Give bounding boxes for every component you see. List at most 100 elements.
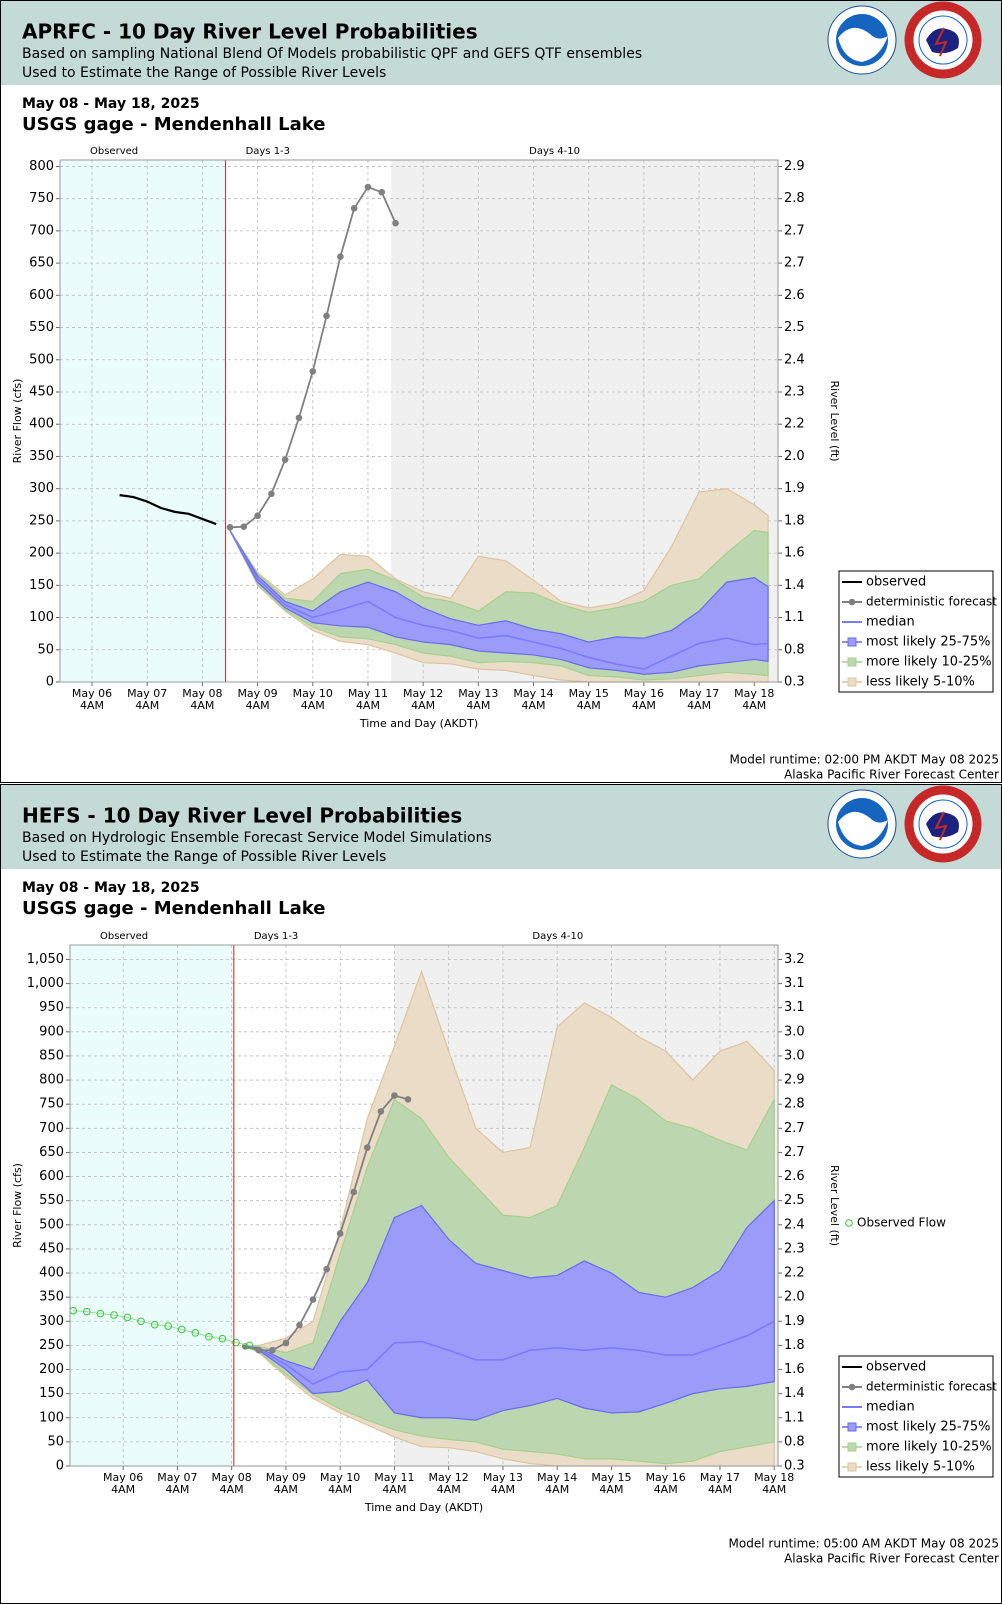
legend-swatch — [848, 598, 856, 606]
observed-flow-point — [96, 1309, 105, 1318]
y2-tick-label: 1.4 — [784, 578, 805, 593]
y2-tick-label: 3.0 — [784, 1024, 805, 1039]
x-tick-label: May 10 — [320, 1471, 360, 1484]
x-tick-label: May 13 — [483, 1471, 523, 1484]
x-axis-label: Time and Day (AKDT) — [364, 1501, 483, 1514]
forecast-point — [392, 219, 399, 227]
x-tick-label: May 12 — [429, 1471, 469, 1484]
legend-label: observed — [866, 575, 926, 590]
y-tick-label: 0 — [46, 675, 54, 690]
y2-tick-label: 3.0 — [784, 1048, 805, 1063]
x-tick-sublabel: 4AM — [301, 699, 325, 712]
median-line — [245, 1320, 775, 1385]
x-tick-label: May 11 — [374, 1471, 414, 1484]
y-tick-label: 250 — [39, 1338, 64, 1353]
observed-line — [119, 494, 217, 526]
y2-tick-label: 2.9 — [784, 159, 805, 174]
forecast-point — [377, 1108, 385, 1115]
y-tick-label: 700 — [39, 1121, 64, 1136]
forecast-point — [295, 414, 303, 422]
x-tick-sublabel: 4AM — [411, 699, 435, 712]
legend-label: observed — [866, 1360, 926, 1375]
forecast-point — [391, 1092, 398, 1099]
y2-tick-label: 1.1 — [784, 610, 805, 625]
section-label: Days 4-10 — [532, 931, 583, 942]
y2-tick-label: 2.8 — [784, 1097, 805, 1112]
legend-label: most likely 25-75% — [866, 635, 990, 650]
legend-box — [838, 570, 994, 693]
probability-band — [229, 530, 769, 675]
legend-label: more likely 10-25% — [866, 1440, 992, 1455]
y2-tick-label: 2.0 — [784, 449, 805, 464]
y2-tick-label: 2.4 — [784, 352, 805, 367]
y2-tick-label: 2.5 — [784, 1193, 805, 1208]
section-label: Days 4-10 — [529, 146, 580, 157]
legend-swatch — [847, 677, 857, 687]
legend-label: deterministic forecast — [866, 1380, 997, 1394]
x-tick-label: May 11 — [348, 687, 388, 700]
y-tick-label: 750 — [39, 1097, 64, 1112]
x-tick-sublabel: 4AM — [491, 1483, 515, 1496]
gage-title: USGS gage - Mendenhall Lake — [22, 898, 325, 919]
observed-flow-point — [164, 1322, 172, 1330]
x-tick-sublabel: 4AM — [632, 699, 656, 712]
x-tick-label: May 18 — [754, 1471, 794, 1484]
legend-swatch — [847, 1422, 857, 1432]
y-axis-label: River Flow (cfs) — [11, 1163, 24, 1248]
y2-tick-label: 2.5 — [784, 320, 805, 335]
x-tick-sublabel: 4AM — [742, 699, 766, 712]
footer-runtime: Model runtime: 05:00 AM AKDT May 08 2025 — [729, 1537, 999, 1551]
observed-flow-point — [150, 1320, 159, 1329]
y2-tick-label: 1.9 — [784, 481, 805, 496]
forecast-point — [240, 523, 248, 530]
y2-tick-label: 2.2 — [784, 417, 805, 432]
x-tick-sublabel: 4AM — [599, 1483, 623, 1496]
y-tick-label: 100 — [39, 1410, 64, 1425]
legend-swatch — [848, 1383, 856, 1391]
x-tick-sublabel: 4AM — [466, 699, 490, 712]
x-tick-sublabel: 4AM — [437, 1483, 461, 1496]
subtitle: Used to Estimate the Range of Possible R… — [22, 849, 386, 865]
y2-tick-label: 2.7 — [784, 1145, 805, 1160]
x-tick-label: May 15 — [591, 1471, 631, 1484]
legend-label: less likely 5-10% — [866, 1460, 975, 1475]
x-tick-sublabel: 4AM — [577, 699, 601, 712]
probability-band — [245, 1199, 775, 1421]
y-tick-label: 850 — [39, 1048, 64, 1063]
x-tick-label: May 14 — [537, 1471, 577, 1484]
y2-tick-label: 1.1 — [784, 1410, 805, 1425]
legend-label: more likely 10-25% — [866, 655, 992, 670]
y-tick-label: 300 — [39, 1314, 64, 1329]
observed-flow-line — [73, 1310, 250, 1346]
y-tick-label: 650 — [29, 256, 54, 271]
y2-tick-label: 1.4 — [784, 1386, 805, 1401]
forecast-point — [281, 456, 289, 463]
y2-tick-label: 2.9 — [784, 1073, 805, 1088]
section-label: Days 1-3 — [246, 146, 290, 157]
y2-tick-label: 2.6 — [784, 1169, 805, 1184]
observed-flow-point — [177, 1325, 186, 1334]
y2-tick-label: 3.1 — [784, 1000, 805, 1015]
subtitle: Based on Hydrologic Ensemble Forecast Se… — [22, 830, 492, 846]
footer-runtime: Model runtime: 02:00 PM AKDT May 08 2025 — [730, 753, 999, 767]
date-range: May 08 - May 18, 2025 — [22, 96, 200, 112]
x-tick-label: May 16 — [624, 687, 664, 700]
forecast-point — [309, 368, 317, 375]
x-tick-sublabel: 4AM — [545, 1483, 569, 1496]
y2-tick-label: 2.2 — [784, 1266, 805, 1281]
y-tick-label: 150 — [39, 1386, 64, 1401]
x-tick-sublabel: 4AM — [165, 1483, 189, 1496]
y-tick-label: 550 — [29, 320, 54, 335]
y-tick-label: 600 — [29, 288, 54, 303]
y-tick-label: 1,050 — [27, 952, 64, 967]
y2-tick-label: 3.2 — [784, 952, 805, 967]
x-tick-sublabel: 4AM — [274, 1483, 298, 1496]
observed-flow-point — [83, 1307, 91, 1316]
forecast-point — [255, 1346, 263, 1354]
x-tick-sublabel: 4AM — [356, 699, 380, 712]
y-tick-label: 600 — [39, 1169, 64, 1184]
x-axis-label: Time and Day (AKDT) — [359, 717, 478, 730]
y-tick-label: 500 — [39, 1217, 64, 1232]
y-tick-label: 400 — [29, 417, 54, 432]
y2-tick-label: 0.3 — [784, 1459, 805, 1474]
